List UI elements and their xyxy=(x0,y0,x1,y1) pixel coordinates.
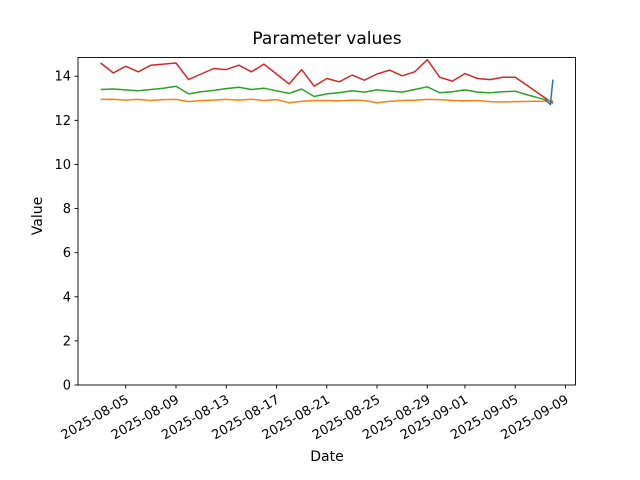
chart-title: Parameter values xyxy=(252,29,402,49)
y-tick-label: 0 xyxy=(63,379,71,394)
y-tick-label: 8 xyxy=(63,202,71,217)
series-blue-line xyxy=(544,79,554,106)
series-red-line xyxy=(100,58,554,104)
y-tick-label: 2 xyxy=(63,334,71,349)
y-tick-label: 4 xyxy=(63,290,71,305)
x-axis-label: Date xyxy=(310,449,344,465)
y-tick-label: 12 xyxy=(54,114,71,129)
y-tick-label: 14 xyxy=(54,70,71,85)
y-tick-label: 10 xyxy=(54,158,71,173)
y-tick-label: 6 xyxy=(63,246,71,261)
series-orange-line xyxy=(100,98,553,104)
axes-spines xyxy=(77,57,576,386)
series-green-line xyxy=(100,85,554,103)
